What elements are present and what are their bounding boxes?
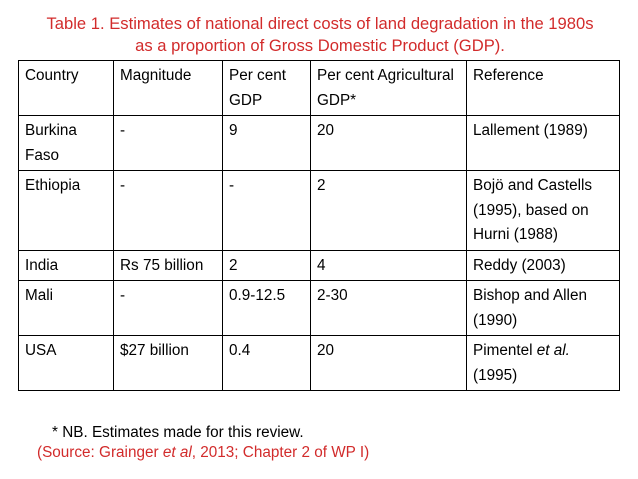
- cell-country: Ethiopia: [18, 170, 114, 251]
- source-et-al: et al: [162, 444, 192, 461]
- cell-country: India: [18, 249, 114, 281]
- header-per-cent-gdp: Per cent GDP: [222, 60, 311, 116]
- cell-agri-gdp: 4: [310, 249, 467, 281]
- caption-line-1: Table 1. Estimates of national direct co…: [46, 14, 594, 33]
- table-row: Mali - 0.9-12.5 2-30 Bishop and Allen (1…: [18, 280, 620, 336]
- cell-magnitude: $27 billion: [113, 335, 223, 391]
- cell-reference: Reddy (2003): [466, 249, 620, 281]
- cell-agri-gdp: 2-30: [310, 280, 467, 336]
- table-row: India Rs 75 billion 2 4 Reddy (2003): [18, 249, 620, 281]
- cell-gdp: 2: [222, 249, 311, 281]
- cell-reference: Bojö and Castells (1995), based on Hurni…: [466, 170, 620, 251]
- table-caption: Table 1. Estimates of national direct co…: [20, 13, 620, 57]
- table-header-row: Country Magnitude Per cent GDP Per cent …: [18, 60, 620, 116]
- header-reference: Reference: [466, 60, 620, 116]
- cell-magnitude: Rs 75 billion: [113, 249, 223, 281]
- cell-country: USA: [18, 335, 114, 391]
- cell-gdp: 9: [222, 115, 311, 171]
- table-row: Ethiopia - - 2 Bojö and Castells (1995),…: [18, 170, 620, 251]
- cell-country: Burkina Faso: [18, 115, 114, 171]
- source-citation: (Source: Grainger et al, 2013; Chapter 2…: [37, 443, 369, 463]
- header-per-cent-agricultural-gdp: Per cent Agricultural GDP*: [310, 60, 467, 116]
- header-country: Country: [18, 60, 114, 116]
- footnote: * NB. Estimates made for this review.: [52, 424, 304, 441]
- table-row: Burkina Faso - 9 20 Lallement (1989): [18, 115, 620, 171]
- cell-magnitude: -: [113, 170, 223, 251]
- source-suffix: , 2013; Chapter 2 of WP I): [191, 444, 370, 461]
- cell-agri-gdp: 20: [310, 335, 467, 391]
- cell-gdp: 0.4: [222, 335, 311, 391]
- source-prefix: (Source: Grainger: [37, 444, 159, 461]
- cell-reference: Bishop and Allen (1990): [466, 280, 620, 336]
- reference-author: Pimentel: [473, 342, 533, 359]
- cell-magnitude: -: [113, 115, 223, 171]
- reference-et-al: et al.: [536, 342, 570, 359]
- cell-gdp: 0.9-12.5: [222, 280, 311, 336]
- cell-agri-gdp: 2: [310, 170, 467, 251]
- reference-year: (1995): [473, 366, 518, 384]
- cell-agri-gdp: 20: [310, 115, 467, 171]
- cell-country: Mali: [18, 280, 114, 336]
- header-magnitude: Magnitude: [113, 60, 223, 116]
- cell-reference: Pimentel et al. (1995): [466, 335, 620, 391]
- cell-reference: Lallement (1989): [466, 115, 620, 171]
- caption-line-2: as a proportion of Gross Domestic Produc…: [135, 36, 505, 55]
- table-row: USA $27 billion 0.4 20 Pimentel et al. (…: [18, 335, 620, 391]
- cost-estimates-table: Country Magnitude Per cent GDP Per cent …: [18, 60, 620, 391]
- cell-magnitude: -: [113, 280, 223, 336]
- cell-gdp: -: [222, 170, 311, 251]
